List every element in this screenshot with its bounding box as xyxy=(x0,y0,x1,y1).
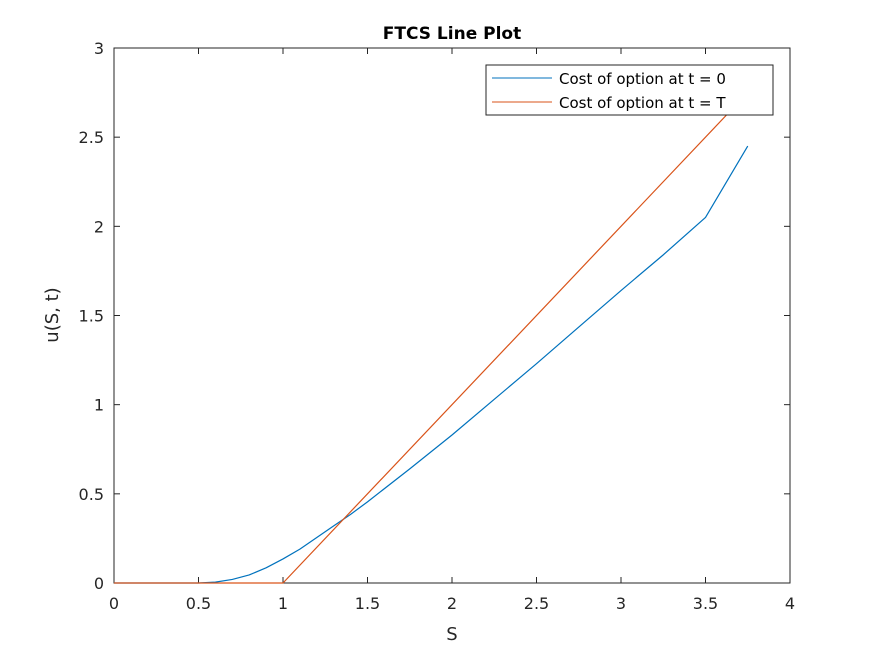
x-tick-label: 0.5 xyxy=(186,594,211,613)
series-layer xyxy=(114,101,749,584)
series-line-1 xyxy=(114,101,740,584)
x-tick-label: 4 xyxy=(785,594,795,613)
x-axis-label: S xyxy=(446,624,457,645)
x-tick-label: 2 xyxy=(447,594,457,613)
x-tick-label: 1.5 xyxy=(355,594,380,613)
x-tick-label: 0 xyxy=(109,594,119,613)
y-axis-label: u(S, t) xyxy=(42,287,63,342)
y-tick-label: 1 xyxy=(94,396,104,415)
y-tick-label: 0 xyxy=(94,574,104,593)
x-ticks: 0 0.5 1 1.5 2 2.5 3 3.5 4 xyxy=(109,48,795,613)
legend-label-t0: Cost of option at t = 0 xyxy=(559,70,726,88)
x-tick-label: 1 xyxy=(278,594,288,613)
y-tick-label: 1.5 xyxy=(79,307,104,326)
series-line-0 xyxy=(114,145,749,584)
chart-title: FTCS Line Plot xyxy=(383,24,521,44)
y-tick-label: 0.5 xyxy=(79,485,104,504)
x-tick-label: 3 xyxy=(616,594,626,613)
y-ticks: 0 0.5 1 1.5 2 2.5 3 xyxy=(79,39,790,593)
y-tick-label: 3 xyxy=(94,39,104,58)
x-tick-label: 2.5 xyxy=(524,594,549,613)
plot-area xyxy=(113,47,791,584)
y-tick-label: 2 xyxy=(94,217,104,236)
legend-label-tT: Cost of option at t = T xyxy=(559,94,726,112)
legend-box xyxy=(485,64,774,116)
x-tick-label: 3.5 xyxy=(693,594,718,613)
legend: Cost of option at t = 0 Cost of option a… xyxy=(485,64,774,116)
y-tick-label: 2.5 xyxy=(79,128,104,147)
